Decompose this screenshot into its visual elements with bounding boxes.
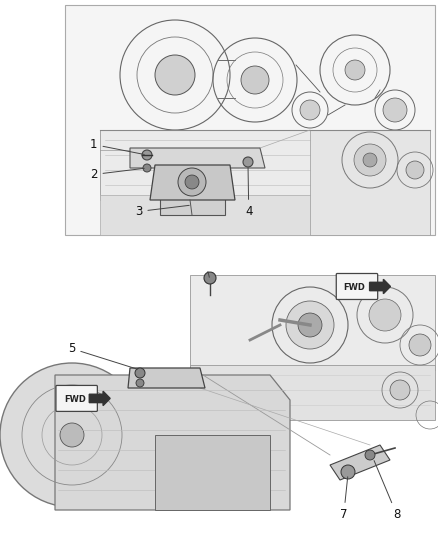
Polygon shape [155,435,270,510]
Circle shape [155,55,195,95]
Text: 7: 7 [340,477,348,521]
Polygon shape [190,275,435,370]
Text: 8: 8 [374,461,400,521]
Circle shape [60,423,84,447]
Circle shape [204,272,216,284]
Circle shape [365,450,375,460]
Polygon shape [55,295,420,480]
Circle shape [135,368,145,378]
Text: 1: 1 [90,138,144,155]
Circle shape [0,363,144,507]
Text: 4: 4 [245,168,252,218]
FancyArrow shape [89,391,110,406]
Circle shape [390,380,410,400]
Polygon shape [160,198,225,215]
Text: FWD: FWD [64,395,86,404]
Circle shape [143,164,151,172]
Circle shape [409,334,431,356]
Circle shape [185,175,199,189]
Text: FWD: FWD [343,283,365,292]
Text: 2: 2 [90,168,144,181]
FancyArrow shape [370,279,390,294]
Text: 6: 6 [200,248,209,277]
Circle shape [363,153,377,167]
Circle shape [354,144,386,176]
Polygon shape [0,270,438,533]
Polygon shape [100,195,430,235]
Circle shape [142,150,152,160]
Circle shape [345,60,365,80]
Circle shape [383,98,407,122]
Circle shape [178,168,206,196]
Text: 5: 5 [68,342,138,369]
Circle shape [286,301,334,349]
Polygon shape [310,130,430,235]
Circle shape [369,299,401,331]
Polygon shape [100,130,430,200]
Polygon shape [150,165,235,200]
Circle shape [243,157,253,167]
Text: 3: 3 [135,205,189,218]
Polygon shape [190,365,435,420]
Polygon shape [130,148,265,168]
Circle shape [300,100,320,120]
Circle shape [341,465,355,479]
Circle shape [241,66,269,94]
Circle shape [136,379,144,387]
Circle shape [298,313,322,337]
Polygon shape [65,5,435,235]
FancyBboxPatch shape [336,273,378,300]
Circle shape [406,161,424,179]
Polygon shape [128,368,205,388]
Polygon shape [55,375,290,510]
FancyBboxPatch shape [56,385,97,411]
Polygon shape [330,445,390,480]
